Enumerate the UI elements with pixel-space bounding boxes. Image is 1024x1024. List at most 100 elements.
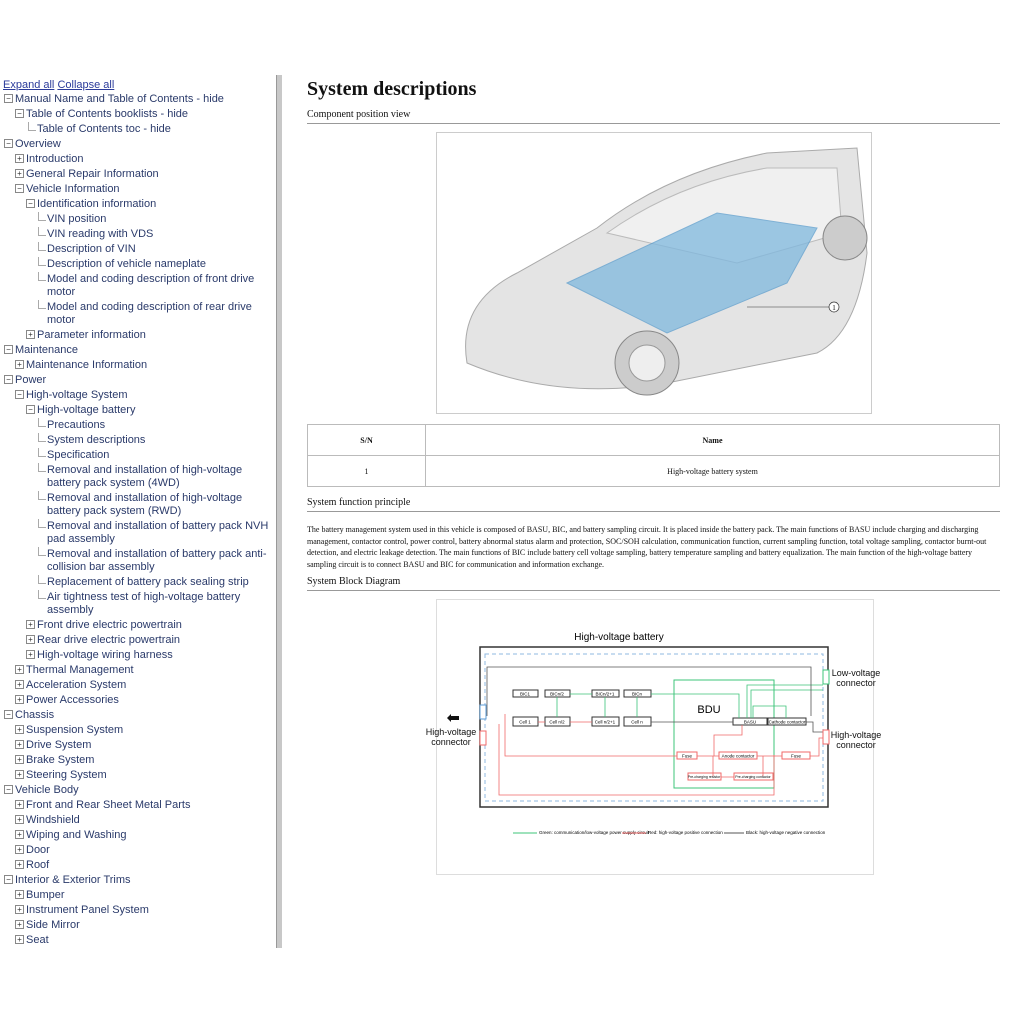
- toc-item[interactable]: Model and coding description of front dr…: [0, 272, 275, 300]
- toc-item[interactable]: + Rear drive electric powertrain: [0, 633, 275, 648]
- expand-icon[interactable]: +: [15, 755, 24, 764]
- toc-item[interactable]: Table of Contents toc - hide: [0, 122, 275, 137]
- collapse-icon[interactable]: −: [15, 390, 24, 399]
- expand-icon[interactable]: +: [15, 845, 24, 854]
- callout-number: 1: [832, 304, 836, 312]
- expand-icon[interactable]: +: [26, 330, 35, 339]
- toc-item[interactable]: − Power: [0, 373, 275, 388]
- toc-item[interactable]: − Interior & Exterior Trims: [0, 873, 275, 888]
- toc-item[interactable]: VIN position: [0, 212, 275, 227]
- toc-item[interactable]: Model and coding description of rear dri…: [0, 300, 275, 328]
- toc-item-label: Parameter information: [37, 329, 146, 341]
- toc-item[interactable]: + Front and Rear Sheet Metal Parts: [0, 798, 275, 813]
- toc-item[interactable]: Removal and installation of high-voltage…: [0, 463, 275, 491]
- sidebar-scrollbar[interactable]: [276, 75, 282, 948]
- toc-item[interactable]: Removal and installation of battery pack…: [0, 519, 275, 547]
- expand-icon[interactable]: +: [15, 815, 24, 824]
- toc-item-label: VIN position: [47, 213, 107, 225]
- toc-item[interactable]: − Vehicle Body: [0, 783, 275, 798]
- toc-item[interactable]: − Maintenance: [0, 343, 275, 358]
- toc-item-label: Overview: [15, 138, 61, 150]
- toc-item[interactable]: + Wiping and Washing: [0, 828, 275, 843]
- toc-item[interactable]: − Overview: [0, 137, 275, 152]
- expand-icon[interactable]: +: [15, 360, 24, 369]
- collapse-icon[interactable]: −: [15, 109, 24, 118]
- toc-item[interactable]: + Drive System: [0, 738, 275, 753]
- expand-icon[interactable]: +: [15, 860, 24, 869]
- toc-item[interactable]: + Suspension System: [0, 723, 275, 738]
- expand-icon[interactable]: +: [15, 740, 24, 749]
- collapse-icon[interactable]: −: [26, 405, 35, 414]
- toc-item-label: Roof: [26, 859, 50, 871]
- tree-line-icon: [38, 257, 46, 266]
- expand-icon[interactable]: +: [15, 890, 24, 899]
- expand-icon[interactable]: +: [15, 154, 24, 163]
- toc-item[interactable]: Precautions: [0, 418, 275, 433]
- collapse-icon[interactable]: −: [4, 139, 13, 148]
- toc-item[interactable]: − High-voltage System: [0, 388, 275, 403]
- expand-all-link[interactable]: Expand all: [3, 79, 55, 91]
- expand-icon[interactable]: +: [15, 725, 24, 734]
- svg-text:Cell n: Cell n: [631, 720, 643, 725]
- main-content: System descriptions Component position v…: [307, 78, 1000, 875]
- expand-icon[interactable]: +: [26, 620, 35, 629]
- expand-icon[interactable]: +: [26, 650, 35, 659]
- toc-item[interactable]: + Bumper: [0, 888, 275, 903]
- toc-item[interactable]: Removal and installation of high-voltage…: [0, 491, 275, 519]
- toc-item-label: Manual Name and Table of Contents - hide: [15, 93, 224, 105]
- toc-item[interactable]: + Thermal Management: [0, 663, 275, 678]
- expand-icon[interactable]: +: [15, 665, 24, 674]
- expand-icon[interactable]: +: [15, 169, 24, 178]
- toc-item[interactable]: Replacement of battery pack sealing stri…: [0, 575, 275, 590]
- collapse-icon[interactable]: −: [4, 94, 13, 103]
- collapse-all-link[interactable]: Collapse all: [57, 79, 115, 91]
- toc-item[interactable]: + High-voltage wiring harness: [0, 648, 275, 663]
- expand-icon[interactable]: +: [15, 920, 24, 929]
- toc-item[interactable]: − Manual Name and Table of Contents - hid…: [0, 92, 275, 107]
- toc-item[interactable]: + Roof: [0, 858, 275, 873]
- toc-item[interactable]: Description of vehicle nameplate: [0, 257, 275, 272]
- toc-item[interactable]: − Chassis: [0, 708, 275, 723]
- expand-icon[interactable]: +: [15, 680, 24, 689]
- toc-item[interactable]: Specification: [0, 448, 275, 463]
- toc-item[interactable]: System descriptions: [0, 433, 275, 448]
- expand-icon[interactable]: +: [15, 905, 24, 914]
- toc-item[interactable]: + Parameter information: [0, 328, 275, 343]
- toc-item-label: Table of Contents toc - hide: [37, 123, 171, 135]
- toc-item[interactable]: + Front drive electric powertrain: [0, 618, 275, 633]
- collapse-icon[interactable]: −: [26, 199, 35, 208]
- toc-item[interactable]: + Maintenance Information: [0, 358, 275, 373]
- expand-icon[interactable]: +: [15, 830, 24, 839]
- toc-item[interactable]: − Vehicle Information: [0, 182, 275, 197]
- expand-icon[interactable]: +: [15, 800, 24, 809]
- collapse-icon[interactable]: −: [15, 184, 24, 193]
- toc-item[interactable]: − Identification information: [0, 197, 275, 212]
- toc-item[interactable]: + Side Mirror: [0, 918, 275, 933]
- toc-item[interactable]: − Table of Contents booklists - hide: [0, 107, 275, 122]
- toc-item[interactable]: + Steering System: [0, 768, 275, 783]
- expand-icon[interactable]: +: [15, 695, 24, 704]
- toc-item[interactable]: + Windshield: [0, 813, 275, 828]
- collapse-icon[interactable]: −: [4, 785, 13, 794]
- toc-item[interactable]: Removal and installation of battery pack…: [0, 547, 275, 575]
- toc-item[interactable]: + Introduction: [0, 152, 275, 167]
- toc-item-label: Acceleration System: [26, 679, 127, 691]
- collapse-icon[interactable]: −: [4, 345, 13, 354]
- expand-icon[interactable]: +: [15, 770, 24, 779]
- toc-item[interactable]: Description of VIN: [0, 242, 275, 257]
- toc-item[interactable]: + Instrument Panel System: [0, 903, 275, 918]
- toc-item[interactable]: + Seat: [0, 933, 275, 948]
- toc-item[interactable]: + General Repair Information: [0, 167, 275, 182]
- toc-item[interactable]: + Door: [0, 843, 275, 858]
- collapse-icon[interactable]: −: [4, 875, 13, 884]
- toc-item[interactable]: Air tightness test of high-voltage batte…: [0, 590, 275, 618]
- toc-item[interactable]: VIN reading with VDS: [0, 227, 275, 242]
- toc-item[interactable]: + Power Accessories: [0, 693, 275, 708]
- toc-item[interactable]: − High-voltage battery: [0, 403, 275, 418]
- toc-item[interactable]: + Brake System: [0, 753, 275, 768]
- expand-icon[interactable]: +: [15, 935, 24, 944]
- collapse-icon[interactable]: −: [4, 375, 13, 384]
- collapse-icon[interactable]: −: [4, 710, 13, 719]
- expand-icon[interactable]: +: [26, 635, 35, 644]
- toc-item[interactable]: + Acceleration System: [0, 678, 275, 693]
